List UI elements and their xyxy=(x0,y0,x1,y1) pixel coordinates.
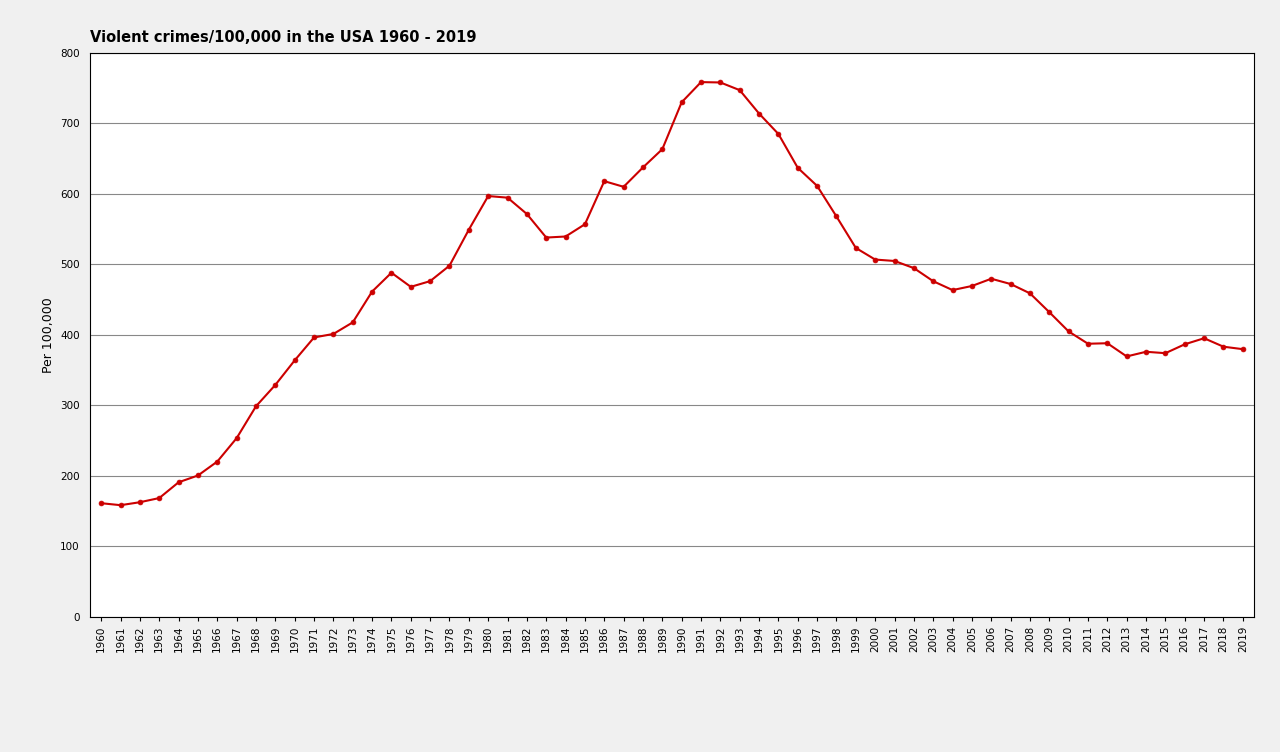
Text: Violent crimes/100,000 in the USA 1960 - 2019: Violent crimes/100,000 in the USA 1960 -… xyxy=(90,29,476,44)
Y-axis label: Per 100,000: Per 100,000 xyxy=(42,297,55,372)
